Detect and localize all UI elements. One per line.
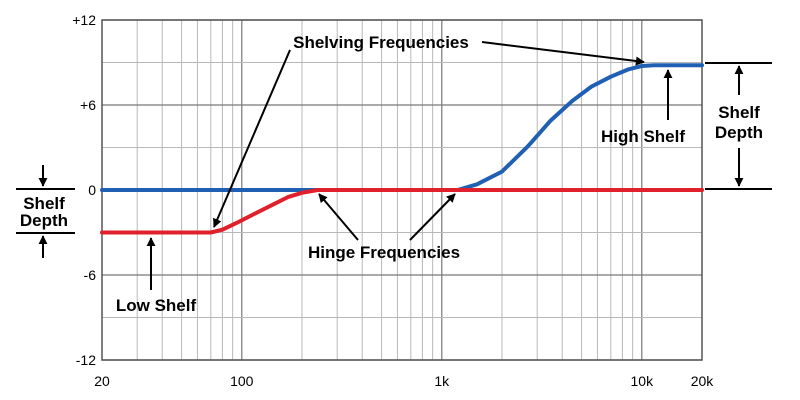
hinge-frequencies-label: Hinge Frequencies <box>308 243 460 262</box>
x-tick-label: 100 <box>230 373 254 389</box>
tick-labels: +12 +6 0 -6 -12 20 100 1k 10k 20k <box>72 12 714 389</box>
right-shelf-depth-label-1: Shelf <box>718 103 760 122</box>
x-tick-label: 20k <box>691 373 715 389</box>
shelving-arrow-right <box>481 41 645 66</box>
x-tick-label: 20 <box>94 373 110 389</box>
low-shelf-label: Low Shelf <box>116 296 197 315</box>
shelving-frequencies-label: Shelving Frequencies <box>293 33 469 52</box>
low-shelf-curve <box>100 188 704 235</box>
y-tick-label: +12 <box>72 12 96 28</box>
x-tick-label: 1k <box>434 373 450 389</box>
y-tick-label: +6 <box>80 97 96 113</box>
right-shelf-depth-label-2: Depth <box>715 123 763 142</box>
y-tick-label: 0 <box>88 182 96 198</box>
annotations: Shelving Frequencies Hinge Frequencies L… <box>16 33 772 315</box>
x-tick-label: 10k <box>631 373 655 389</box>
left-shelf-depth-label-2: Depth <box>20 211 68 230</box>
high-shelf-label: High Shelf <box>601 127 685 146</box>
left-shelf-depth-label-1: Shelf <box>23 194 65 213</box>
y-tick-label: -12 <box>76 352 96 368</box>
series <box>100 63 704 235</box>
y-tick-label: -6 <box>84 267 97 283</box>
high-shelf-curve <box>100 63 704 192</box>
hinge-arrow-right <box>409 193 456 241</box>
shelving-arrow-left <box>213 49 291 228</box>
hinge-arrow-left <box>318 193 359 241</box>
